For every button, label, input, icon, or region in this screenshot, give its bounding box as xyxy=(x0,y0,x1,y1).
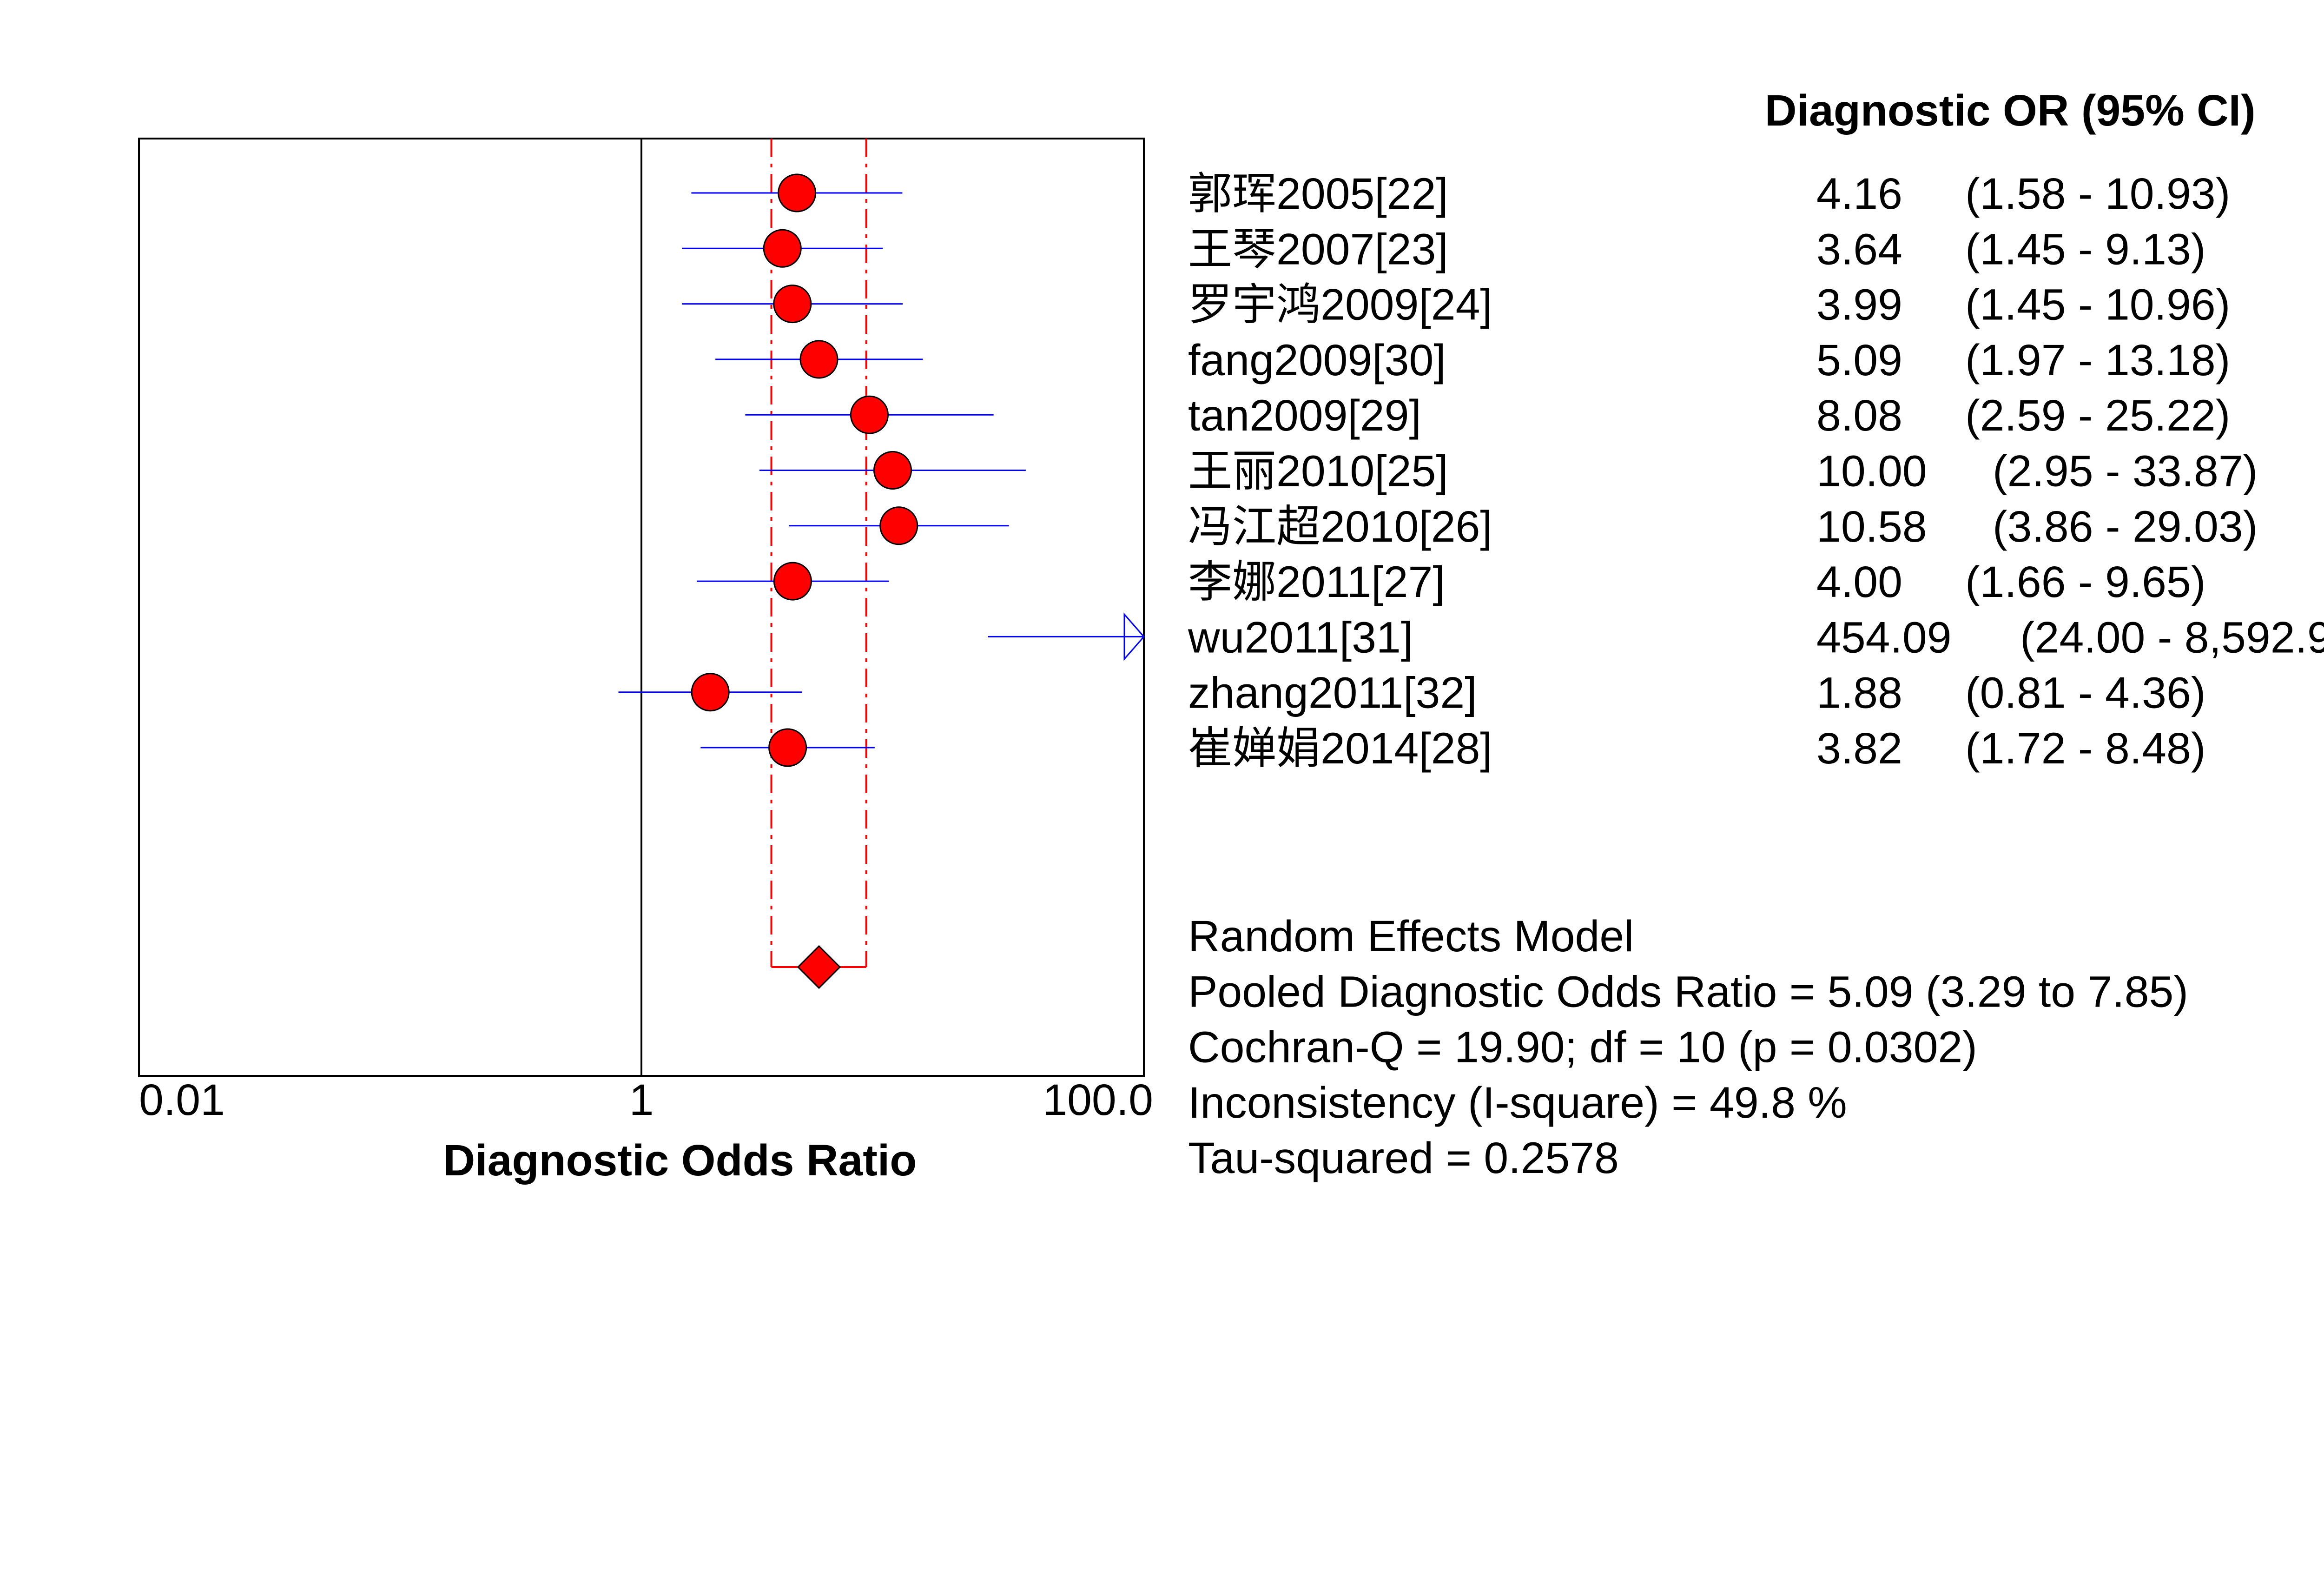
study-or-value: 4.00 xyxy=(1816,557,1902,607)
study-ci-text: (1.45 - 9.13) xyxy=(1965,225,2206,274)
study-or-value: 8.08 xyxy=(1816,391,1902,440)
study-ci-text: (1.58 - 10.93) xyxy=(1965,169,2230,219)
study-ci-text: (1.97 - 13.18) xyxy=(1965,336,2230,385)
study-ci-text: (0.81 - 4.36) xyxy=(1965,669,2206,718)
study-ci-text: (1.72 - 8.48) xyxy=(1965,724,2206,773)
x-axis-title: Diagnostic Odds Ratio xyxy=(443,1136,917,1185)
study-label: tan2009[29] xyxy=(1188,391,1421,440)
study-label: 罗宇鸿2009[24] xyxy=(1188,280,1492,330)
study-or-value: 10.00 xyxy=(1816,447,1927,496)
study-or-value: 3.99 xyxy=(1816,280,1902,330)
study-arrow-marker xyxy=(1123,612,1145,661)
study-label: 崔婵娟2014[28] xyxy=(1188,724,1492,773)
study-label: 王琴2007[23] xyxy=(1188,225,1448,274)
study-or-value: 454.09 xyxy=(1816,613,1952,662)
study-point xyxy=(691,673,730,712)
x-tick-label-2: 100.0 xyxy=(1043,1075,1153,1125)
study-ci-text: (3.86 - 29.03) xyxy=(1993,502,2258,551)
study-ci-text: (1.45 - 10.96) xyxy=(1965,280,2230,330)
study-or-value: 3.82 xyxy=(1816,724,1902,773)
study-label: wu2011[31] xyxy=(1188,613,1413,662)
summary-line: Pooled Diagnostic Odds Ratio = 5.09 (3.2… xyxy=(1188,967,2188,1016)
study-point xyxy=(763,229,802,268)
study-label: 王丽2010[25] xyxy=(1188,447,1448,496)
study-ci-text: (2.95 - 33.87) xyxy=(1993,447,2258,496)
summary-line: Cochran-Q = 19.90; df = 10 (p = 0.0302) xyxy=(1188,1023,1977,1072)
study-or-value: 1.88 xyxy=(1816,669,1902,718)
study-ci-text: (1.66 - 9.65) xyxy=(1965,557,2206,607)
pooled-diamond xyxy=(797,945,841,989)
study-or-value: 10.58 xyxy=(1816,502,1927,551)
study-point xyxy=(778,173,817,212)
study-or-value: 4.16 xyxy=(1816,169,1902,219)
study-point xyxy=(773,285,812,324)
study-or-value: 3.64 xyxy=(1816,225,1902,274)
study-label: 李娜2011[27] xyxy=(1188,557,1445,607)
x-tick-label-1: 1 xyxy=(629,1075,654,1125)
study-point xyxy=(850,395,889,434)
summary-line: Inconsistency (I-square) = 49.8 % xyxy=(1188,1078,1847,1127)
study-point xyxy=(873,451,912,490)
study-or-value: 5.09 xyxy=(1816,336,1902,385)
study-label: 郭珲2005[22] xyxy=(1188,169,1448,219)
study-ci-text: (24.00 - 8,592.98 xyxy=(2020,613,2324,662)
summary-line: Tau-squared = 0.2578 xyxy=(1188,1134,1619,1183)
x-tick-label-0: 0.01 xyxy=(139,1075,225,1125)
study-label: zhang2011[32] xyxy=(1188,669,1477,718)
column-header: Diagnostic OR (95% CI) xyxy=(1765,86,2256,135)
study-point xyxy=(773,562,812,601)
study-ci-text: (2.59 - 25.22) xyxy=(1965,391,2230,440)
study-point xyxy=(768,728,807,767)
study-label: fang2009[30] xyxy=(1188,336,1446,385)
summary-line: Random Effects Model xyxy=(1188,912,1634,961)
study-point xyxy=(799,340,838,379)
study-point xyxy=(879,506,918,545)
study-label: 冯江超2010[26] xyxy=(1188,502,1492,551)
